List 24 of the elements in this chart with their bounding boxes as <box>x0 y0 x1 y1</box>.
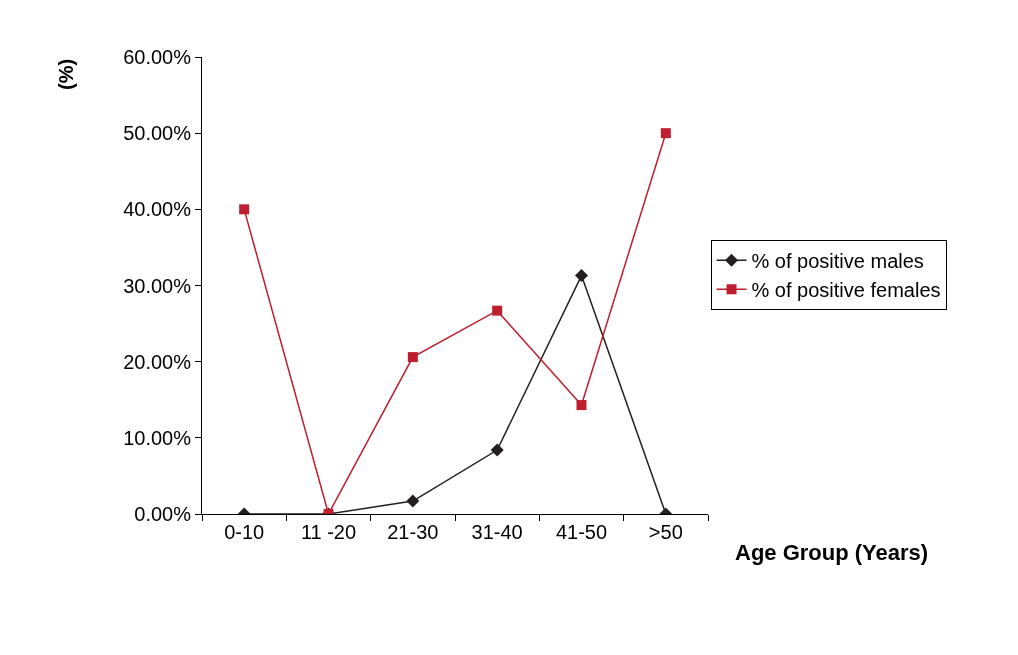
y-axis-title: (%) <box>54 58 77 90</box>
y-tick-label: 40.00% <box>123 198 192 221</box>
x-tick-label: 11 -20 <box>300 521 357 543</box>
point <box>407 352 418 363</box>
x-tick-label: 0-10 <box>224 521 265 543</box>
legend-label: % of positive females <box>751 279 941 302</box>
y-tick-label: 10.00% <box>123 426 192 449</box>
y-tick-label: 30.00% <box>123 274 192 297</box>
point <box>576 400 587 411</box>
point <box>239 204 250 215</box>
y-tick-label: 0.00% <box>134 503 192 525</box>
point <box>490 443 504 457</box>
y-tick-label: 60.00% <box>123 46 192 68</box>
x-tick-label: 31-40 <box>471 521 523 543</box>
x-tick-label: 41-50 <box>555 521 608 543</box>
point <box>575 269 588 283</box>
point <box>492 305 503 316</box>
y-tick-label: 20.00% <box>123 350 192 373</box>
y-tick-label: 50.00% <box>123 122 192 145</box>
x-tick-label: 21-30 <box>387 521 439 543</box>
point <box>660 128 671 139</box>
x-tick-label: >50 <box>648 521 683 543</box>
x-axis-title: Age Group (Years) <box>735 540 929 565</box>
legend-label: % of positive males <box>751 250 924 273</box>
